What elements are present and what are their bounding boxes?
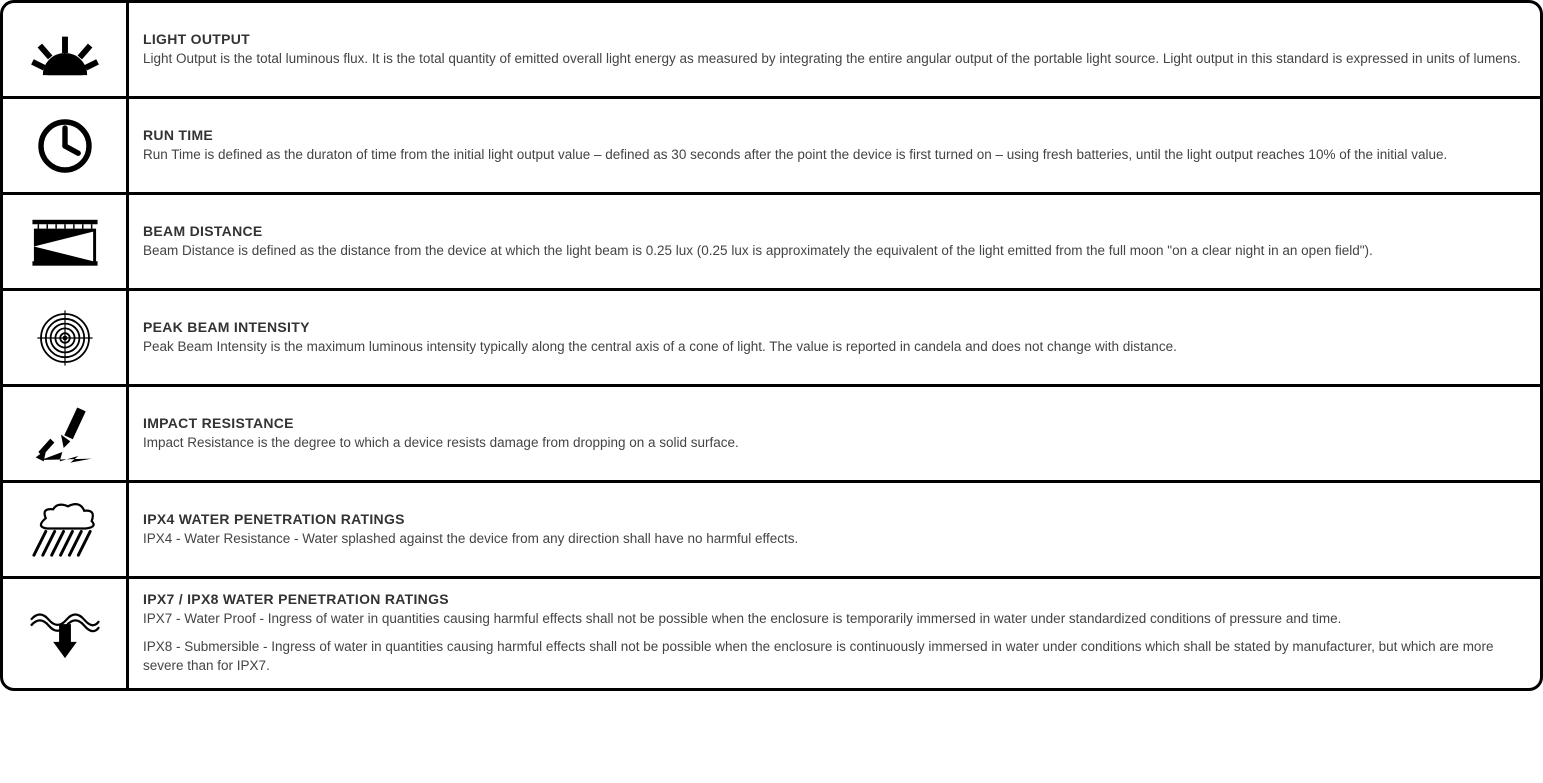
table-row: IMPACT RESISTANCE Impact Resistance is t… [3,387,1540,483]
row-title: BEAM DISTANCE [143,223,1524,239]
row-desc-p1: IPX7 - Water Proof - Ingress of water in… [143,609,1524,629]
text-cell: IMPACT RESISTANCE Impact Resistance is t… [129,387,1540,480]
row-desc: Peak Beam Intensity is the maximum lumin… [143,337,1524,357]
row-title: IMPACT RESISTANCE [143,415,1524,431]
text-cell: RUN TIME Run Time is defined as the dura… [129,99,1540,192]
row-title: IPX7 / IPX8 WATER PENETRATION RATINGS [143,591,1524,607]
row-title: RUN TIME [143,127,1524,143]
light-output-icon [3,3,129,96]
text-cell: IPX7 / IPX8 WATER PENETRATION RATINGS IP… [129,579,1540,688]
text-cell: PEAK BEAM INTENSITY Peak Beam Intensity … [129,291,1540,384]
impact-resistance-icon [3,387,129,480]
row-title: IPX4 WATER PENETRATION RATINGS [143,511,1524,527]
row-desc: Beam Distance is defined as the distance… [143,241,1524,261]
row-desc: Light Output is the total luminous flux.… [143,49,1524,69]
table-row: LIGHT OUTPUT Light Output is the total l… [3,3,1540,99]
row-title: LIGHT OUTPUT [143,31,1524,47]
row-title: PEAK BEAM INTENSITY [143,319,1524,335]
row-desc: IPX7 - Water Proof - Ingress of water in… [143,609,1524,676]
table-row: RUN TIME Run Time is defined as the dura… [3,99,1540,195]
table-row: BEAM DISTANCE Beam Distance is defined a… [3,195,1540,291]
row-desc: IPX4 - Water Resistance - Water splashed… [143,529,1524,549]
table-row: PEAK BEAM INTENSITY Peak Beam Intensity … [3,291,1540,387]
text-cell: IPX4 WATER PENETRATION RATINGS IPX4 - Wa… [129,483,1540,576]
ipx4-icon [3,483,129,576]
run-time-icon [3,99,129,192]
text-cell: LIGHT OUTPUT Light Output is the total l… [129,3,1540,96]
row-desc-p2: IPX8 - Submersible - Ingress of water in… [143,637,1524,676]
row-desc: Run Time is defined as the duraton of ti… [143,145,1524,165]
spec-table: LIGHT OUTPUT Light Output is the total l… [0,0,1543,691]
text-cell: BEAM DISTANCE Beam Distance is defined a… [129,195,1540,288]
table-row: IPX4 WATER PENETRATION RATINGS IPX4 - Wa… [3,483,1540,579]
row-desc: Impact Resistance is the degree to which… [143,433,1524,453]
peak-beam-intensity-icon [3,291,129,384]
beam-distance-icon [3,195,129,288]
ipx7-ipx8-icon [3,579,129,688]
table-row: IPX7 / IPX8 WATER PENETRATION RATINGS IP… [3,579,1540,688]
